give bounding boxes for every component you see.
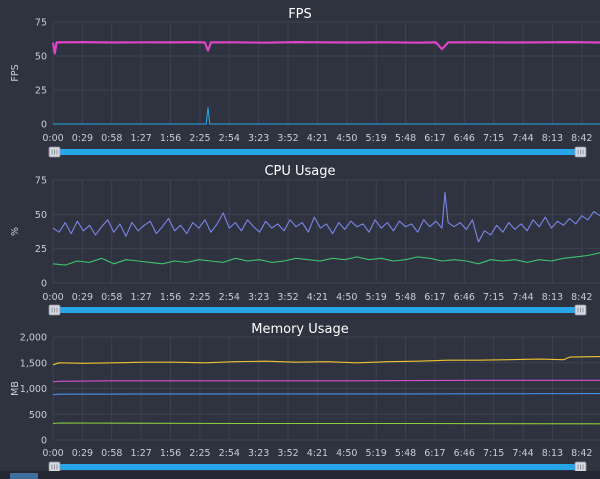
memory-x-tick-label: 6:17 [424, 448, 445, 459]
status-bar [0, 471, 600, 479]
cpu-y-tick-label: 75 [35, 176, 47, 187]
fps-x-tick-label: 8:13 [542, 133, 563, 144]
cpu-x-tick-label: 2:54 [219, 292, 240, 303]
cpu-slider-track[interactable] [55, 307, 585, 313]
fps-x-tick-label: 5:48 [395, 133, 416, 144]
cpu-x-tick-label: 0:00 [42, 292, 63, 303]
fps-x-tick-label: 4:50 [336, 133, 357, 144]
memory-x-tick-label: 2:25 [189, 448, 210, 459]
cpu-y-tick-label: 0 [41, 279, 47, 290]
cpu-x-tick-label: 0:58 [101, 292, 122, 303]
cpu-title: CPU Usage [264, 164, 335, 179]
fps-series-line [53, 107, 600, 125]
memory-chart: Memory Usage MB 0 500 1,000 1,500 2,000 0:00 0:2… [10, 322, 600, 473]
fps-x-tick-label: 3:52 [277, 133, 298, 144]
fps-x-tick-label: 4:21 [307, 133, 328, 144]
cpu-x-tick-label: 7:44 [512, 292, 533, 303]
memory-x-tick-label: 5:19 [365, 448, 386, 459]
memory-title: Memory Usage [251, 322, 349, 337]
memory-y-tick-label: 500 [29, 410, 47, 421]
memory-x-tick-label: 1:27 [130, 448, 151, 459]
memory-x-tick-label: 7:44 [512, 448, 533, 459]
fps-slider-track[interactable] [55, 149, 585, 155]
memory-range-slider[interactable] [48, 461, 587, 473]
cpu-x-tick-label: 4:50 [336, 292, 357, 303]
memory-x-tick-label: 0:29 [72, 448, 93, 459]
cpu-x-tick-label: 8:13 [542, 292, 563, 303]
memory-y-tick-label: 0 [41, 436, 47, 447]
memory-x-tick-label: 1:56 [160, 448, 181, 459]
fps-y-tick-label: 75 [35, 18, 47, 29]
fps-x-tick-label: 7:15 [483, 133, 504, 144]
cpu-x-tick-label: 6:17 [424, 292, 445, 303]
cpu-x-tick-label: 1:56 [160, 292, 181, 303]
memory-x-tick-label: 7:15 [483, 448, 504, 459]
memory-x-tick-label: 3:23 [248, 448, 269, 459]
cpu-x-tick-label: 2:25 [189, 292, 210, 303]
memory-series-line [52, 379, 600, 383]
fps-x-tick-label: 6:17 [424, 133, 445, 144]
fps-x-tick-label: 8:42 [571, 133, 592, 144]
cpu-y-axis-label: % [10, 227, 21, 236]
memory-series-line [52, 422, 600, 425]
fps-y-axis-label: FPS [10, 64, 21, 81]
fps-x-tick-label: 0:29 [72, 133, 93, 144]
cpu-x-tick-label: 1:27 [130, 292, 151, 303]
cpu-x-tick-label: 5:48 [395, 292, 416, 303]
memory-series-line [52, 356, 600, 366]
cpu-x-tick-label: 3:23 [248, 292, 269, 303]
fps-chart: FPS FPS 0 25 50 75 0:00 0:29 0:58 1:27 1:56 2:25 2:5… [10, 7, 600, 158]
cpu-range-slider[interactable] [48, 304, 587, 316]
memory-x-tick-label: 4:50 [336, 448, 357, 459]
memory-y-tick-label: 2,000 [20, 333, 47, 344]
fps-series-line [51, 41, 600, 55]
fps-y-tick-label: 25 [35, 86, 47, 97]
memory-series-line [52, 393, 600, 396]
fps-x-tick-label: 0:00 [42, 133, 63, 144]
cpu-x-tick-label: 5:19 [365, 292, 386, 303]
fps-x-tick-label: 0:58 [101, 133, 122, 144]
memory-x-tick-label: 8:13 [542, 448, 563, 459]
memory-slider-track[interactable] [55, 464, 585, 470]
memory-x-tick-label: 4:21 [307, 448, 328, 459]
status-indicator [10, 473, 38, 479]
memory-x-tick-label: 0:00 [42, 448, 63, 459]
fps-x-tick-label: 5:19 [365, 133, 386, 144]
memory-x-tick-label: 5:48 [395, 448, 416, 459]
fps-x-tick-label: 1:56 [160, 133, 181, 144]
fps-y-tick-label: 0 [41, 120, 47, 131]
fps-range-slider[interactable] [48, 146, 587, 158]
fps-y-tick-label: 50 [35, 52, 47, 63]
fps-x-tick-label: 2:25 [189, 133, 210, 144]
cpu-x-tick-label: 4:21 [307, 292, 328, 303]
memory-y-tick-label: 1,000 [20, 384, 47, 395]
cpu-y-tick-label: 25 [35, 244, 47, 255]
memory-x-tick-label: 8:42 [571, 448, 592, 459]
cpu-x-tick-label: 0:29 [72, 292, 93, 303]
memory-x-tick-label: 3:52 [277, 448, 298, 459]
cpu-x-tick-label: 8:42 [571, 292, 592, 303]
fps-title: FPS [288, 7, 312, 22]
cpu-x-tick-label: 6:46 [454, 292, 475, 303]
cpu-x-tick-label: 3:52 [277, 292, 298, 303]
cpu-x-tick-label: 7:15 [483, 292, 504, 303]
fps-x-tick-label: 2:54 [219, 133, 240, 144]
memory-y-tick-label: 1,500 [20, 358, 47, 369]
memory-x-tick-label: 2:54 [219, 448, 240, 459]
memory-x-tick-label: 6:46 [454, 448, 475, 459]
fps-x-tick-label: 3:23 [248, 133, 269, 144]
memory-y-axis-label: MB [10, 381, 21, 396]
fps-x-tick-label: 7:44 [512, 133, 533, 144]
cpu-y-tick-label: 50 [35, 210, 47, 221]
cpu-chart: CPU Usage% 0 25 50 75 0:00 0:29 0:58 1:27 1:56 2:2… [10, 164, 600, 316]
fps-x-tick-label: 1:27 [130, 133, 151, 144]
cpu-series-line [52, 252, 600, 266]
fps-x-tick-label: 6:46 [454, 133, 475, 144]
memory-x-tick-label: 0:58 [101, 448, 122, 459]
cpu-series-line [52, 191, 600, 243]
